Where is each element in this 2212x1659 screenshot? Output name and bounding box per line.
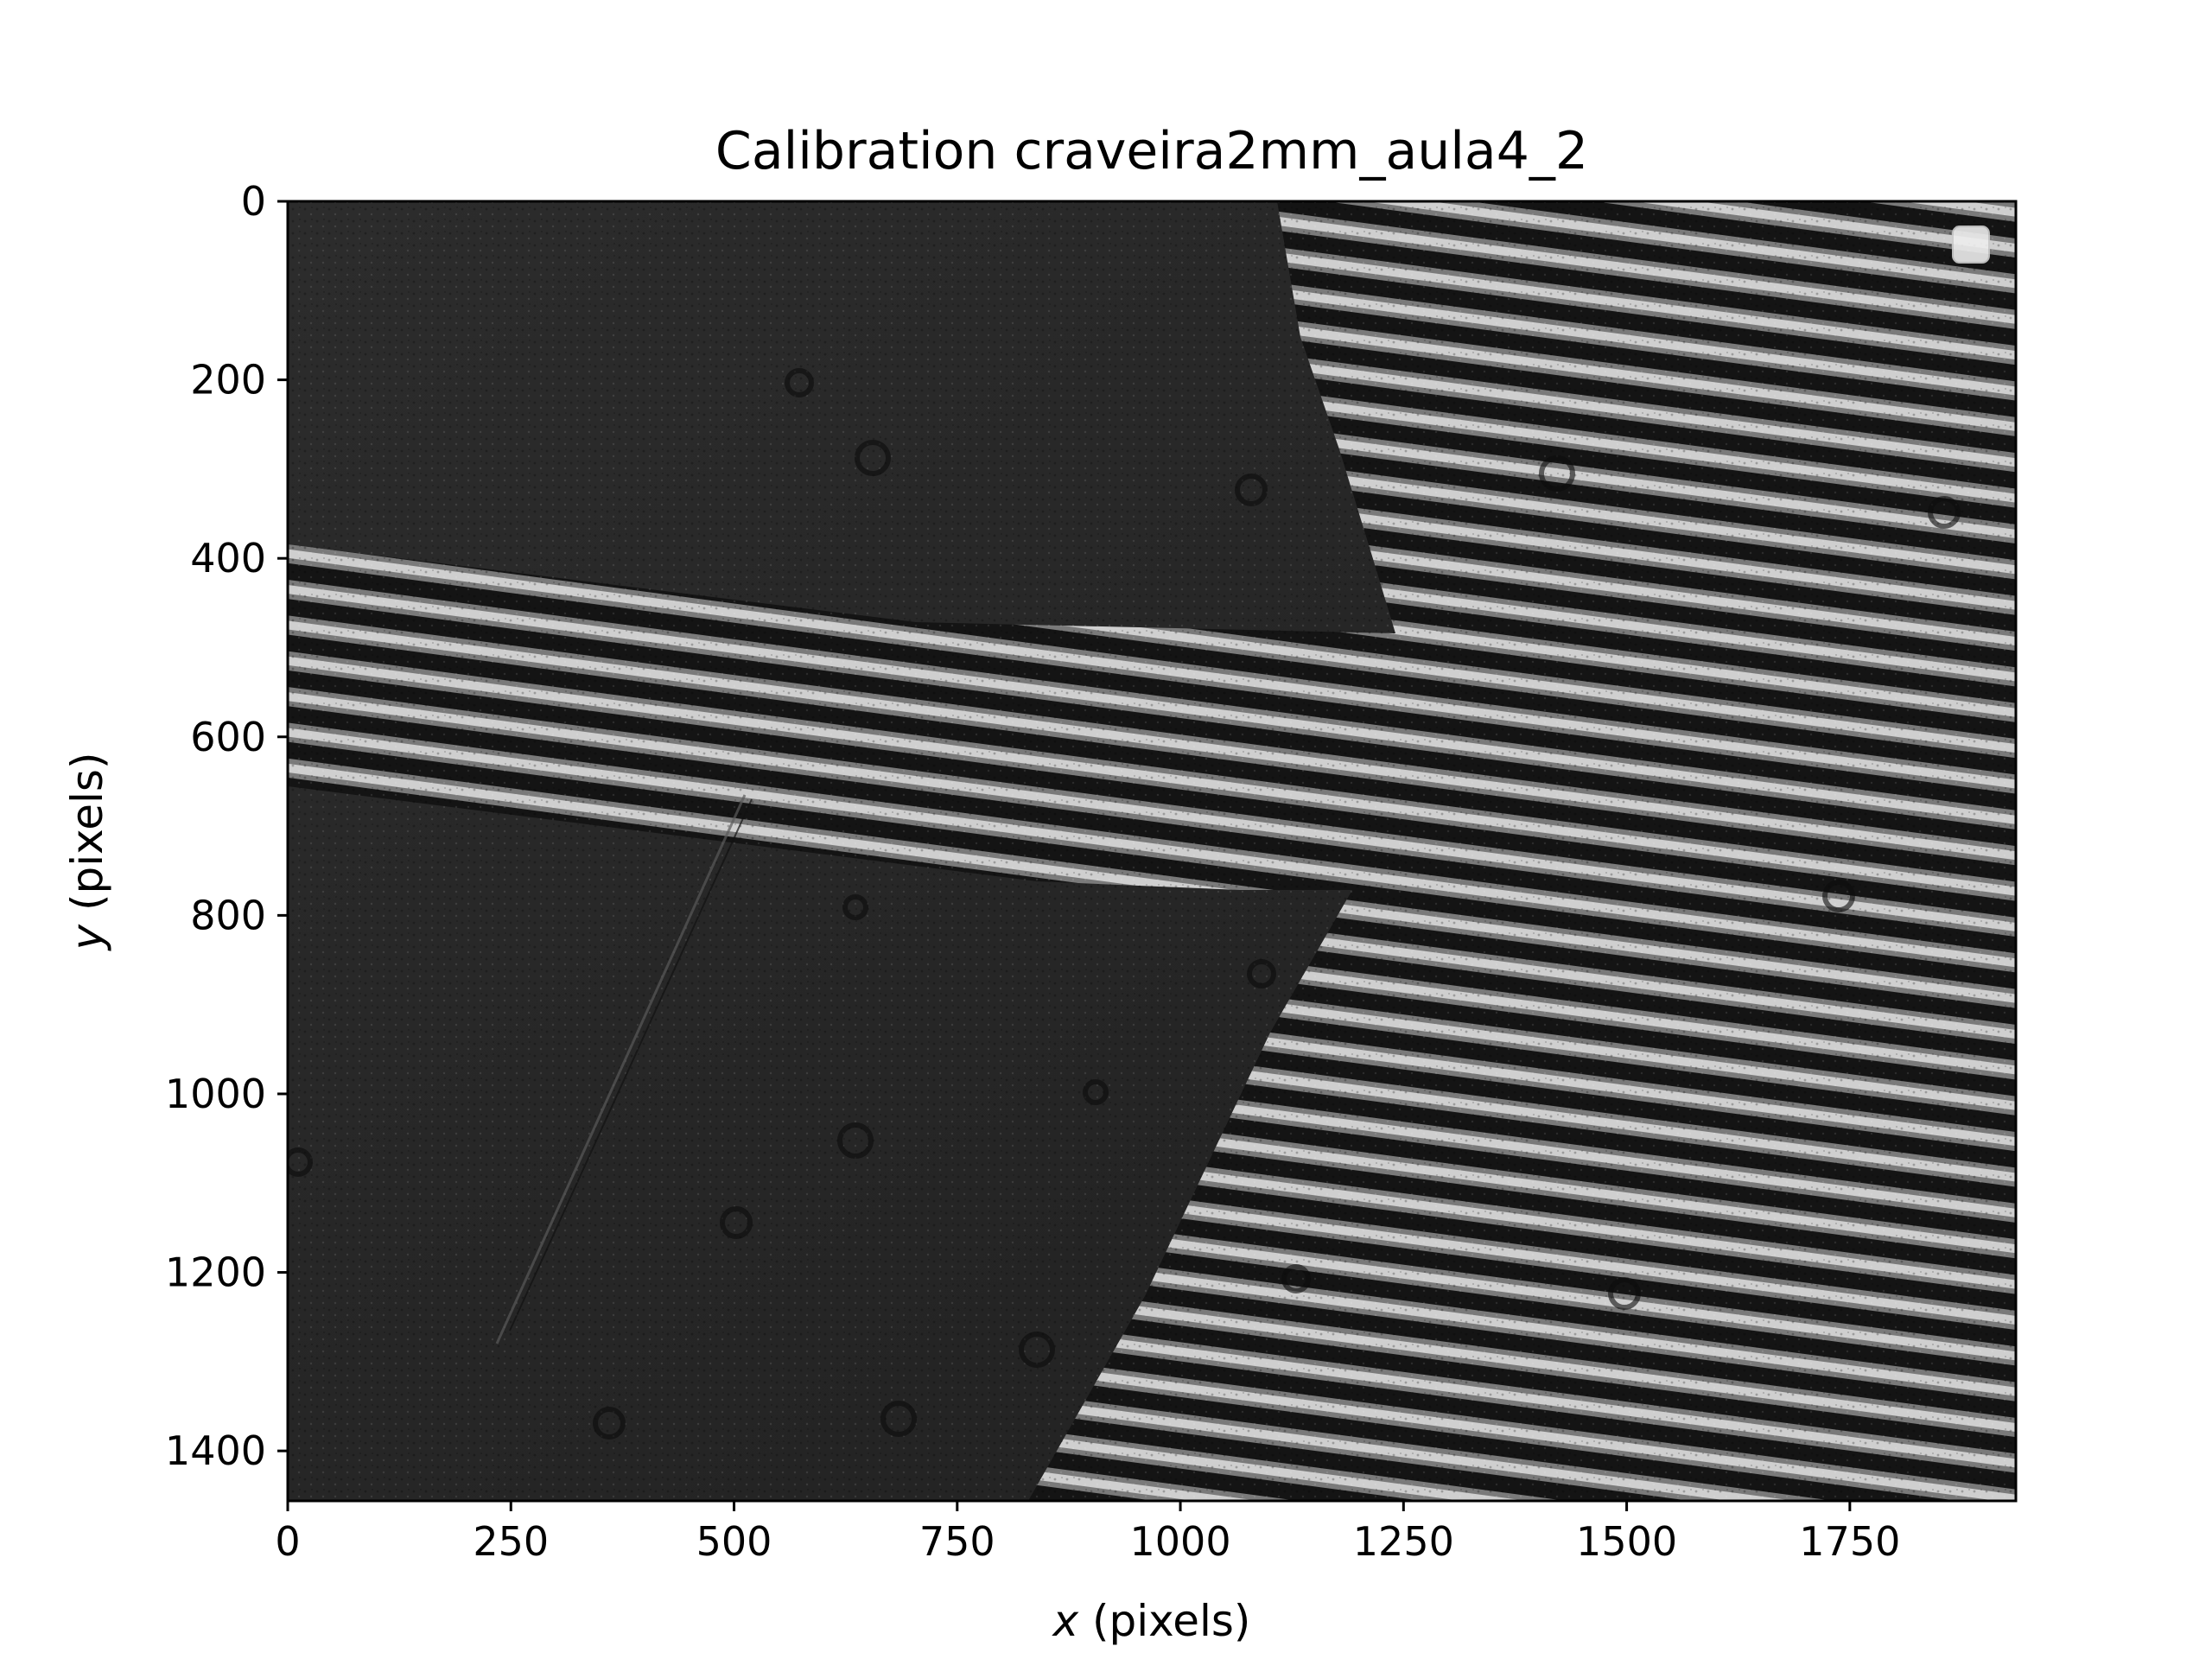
x-tick-label: 250 — [473, 1518, 549, 1565]
y-tick-label: 1400 — [165, 1427, 266, 1474]
y-axis: 0 200 400 600 800 1000 1200 1400 — [165, 178, 288, 1474]
x-tick-label: 1250 — [1353, 1518, 1454, 1565]
x-tick-label: 500 — [696, 1518, 772, 1565]
y-tick-label: 0 — [241, 178, 266, 225]
y-tick-label: 800 — [190, 892, 266, 938]
y-tick-label: 200 — [190, 357, 266, 404]
y-tick-label: 1200 — [165, 1249, 266, 1296]
x-axis: 0 250 500 750 1000 1250 1500 1750 — [275, 1501, 1900, 1565]
x-tick-label: 1500 — [1576, 1518, 1677, 1565]
axes-frame — [286, 200, 2018, 1503]
legend-box — [1952, 226, 1990, 264]
y-tick-label: 600 — [190, 714, 266, 760]
x-tick-label: 750 — [919, 1518, 995, 1565]
y-axis-label: y (pixels) — [62, 753, 112, 952]
x-tick-label: 1750 — [1799, 1518, 1900, 1565]
interferogram-image — [288, 201, 2016, 1501]
y-tick-label: 400 — [190, 535, 266, 582]
chart-title: Calibration craveira2mm_aula4_2 — [715, 121, 1588, 181]
x-tick-label: 0 — [275, 1518, 300, 1565]
y-tick-label: 1000 — [165, 1071, 266, 1117]
x-tick-label: 1000 — [1130, 1518, 1231, 1565]
x-axis-label: x (pixels) — [1052, 1596, 1251, 1646]
